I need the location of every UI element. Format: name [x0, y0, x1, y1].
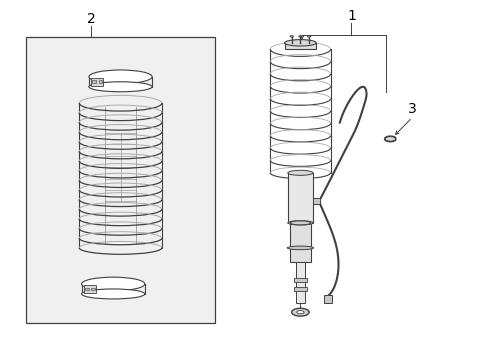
Text: 2: 2 [87, 12, 96, 26]
FancyBboxPatch shape [289, 223, 310, 262]
Ellipse shape [81, 289, 144, 299]
Ellipse shape [289, 221, 310, 225]
Ellipse shape [287, 170, 312, 175]
Text: 3: 3 [407, 102, 416, 116]
FancyBboxPatch shape [85, 288, 89, 291]
FancyBboxPatch shape [91, 288, 95, 291]
Ellipse shape [296, 311, 304, 314]
Bar [26, 37, 215, 323]
FancyBboxPatch shape [84, 285, 96, 293]
Ellipse shape [81, 277, 144, 291]
FancyBboxPatch shape [295, 262, 304, 303]
Ellipse shape [289, 36, 293, 37]
FancyBboxPatch shape [284, 43, 316, 49]
FancyBboxPatch shape [91, 78, 103, 86]
Ellipse shape [298, 36, 302, 37]
Ellipse shape [284, 40, 316, 46]
Ellipse shape [89, 82, 152, 92]
FancyBboxPatch shape [323, 296, 331, 303]
Ellipse shape [291, 308, 308, 316]
FancyBboxPatch shape [312, 198, 319, 204]
Ellipse shape [287, 246, 313, 249]
Ellipse shape [385, 137, 395, 141]
FancyBboxPatch shape [293, 278, 306, 282]
FancyBboxPatch shape [92, 80, 96, 83]
FancyBboxPatch shape [293, 287, 306, 291]
Text: 1: 1 [346, 9, 355, 23]
FancyBboxPatch shape [98, 80, 102, 83]
Ellipse shape [307, 36, 310, 37]
Ellipse shape [89, 70, 152, 84]
Ellipse shape [287, 221, 312, 225]
FancyBboxPatch shape [287, 173, 312, 223]
